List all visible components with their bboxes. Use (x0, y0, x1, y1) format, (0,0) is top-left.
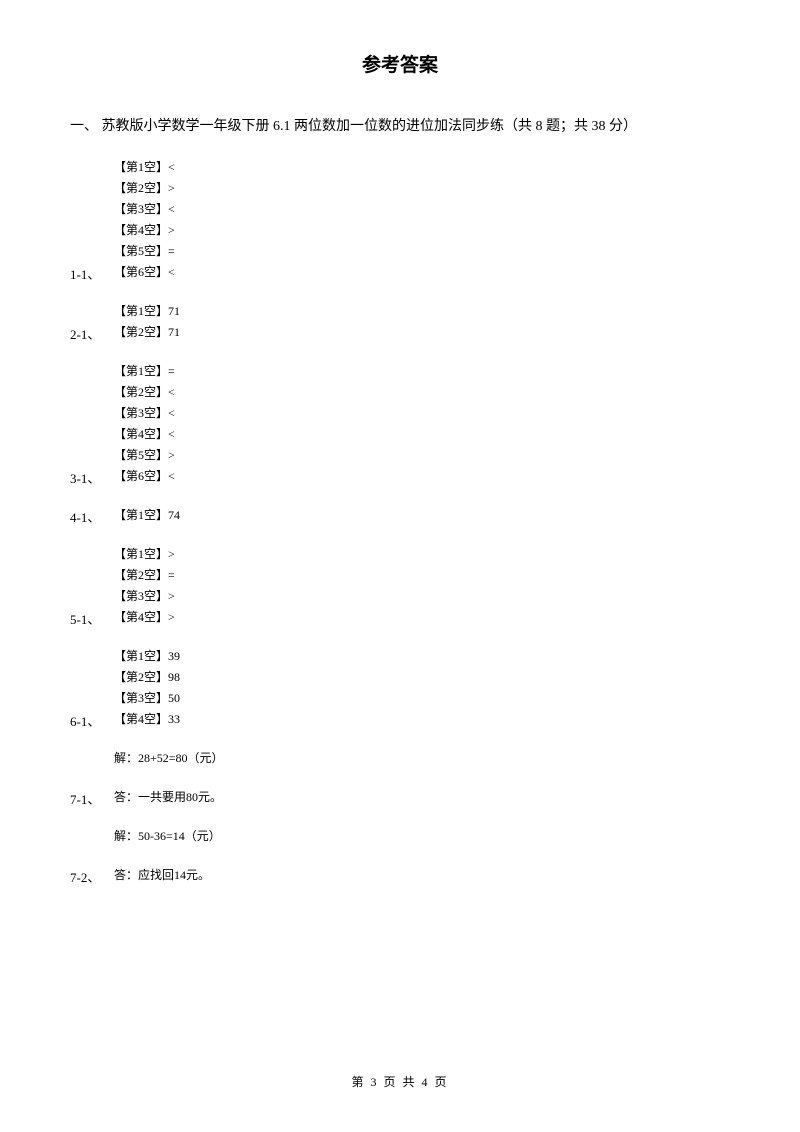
answer-item: 【第2空】= (114, 565, 800, 586)
question-7-1: 解：28+52=80（元） 7-1、 答：一共要用80元。 (70, 748, 800, 808)
answer-item: 【第1空】39 (114, 646, 800, 667)
answer-item: 【第1空】< (114, 157, 800, 178)
answer-item: 【第1空】> (114, 544, 800, 565)
answer-item: 【第2空】71 (114, 322, 180, 343)
answer-item: 【第3空】< (114, 403, 800, 424)
section-header: 一、 苏教版小学数学一年级下册 6.1 两位数加一位数的进位加法同步练（共 8 … (0, 115, 800, 157)
question-3: 【第1空】= 【第2空】< 【第3空】< 【第4空】< 【第5空】> 3-1、 … (70, 361, 800, 487)
answer-text: 答：一共要用80元。 (114, 787, 222, 808)
question-7-2: 解：50-36=14（元） 7-2、 答：应找回14元。 (70, 826, 800, 886)
answer-item: 【第4空】33 (114, 709, 180, 730)
answer-item: 【第5空】> (114, 445, 800, 466)
question-5: 【第1空】> 【第2空】= 【第3空】> 5-1、 【第4空】> (70, 544, 800, 628)
solution-text: 解：28+52=80（元） (114, 748, 800, 769)
answer-item: 【第4空】> (114, 607, 175, 628)
answer-item: 【第5空】= (114, 241, 800, 262)
answer-item: 【第2空】< (114, 382, 800, 403)
answer-item: 【第3空】> (114, 586, 800, 607)
answer-item: 【第2空】> (114, 178, 800, 199)
question-number: 3-1、 (70, 468, 114, 487)
answer-item: 【第4空】< (114, 424, 800, 445)
answer-item: 【第1空】= (114, 361, 800, 382)
question-number: 6-1、 (70, 711, 114, 730)
question-2: 【第1空】71 2-1、 【第2空】71 (70, 301, 800, 343)
page-title: 参考答案 (0, 0, 800, 115)
answer-item: 【第3空】50 (114, 688, 800, 709)
answer-item: 【第2空】98 (114, 667, 800, 688)
answer-item: 【第3空】< (114, 199, 800, 220)
solution-text: 解：50-36=14（元） (114, 826, 800, 847)
question-number: 7-1、 (70, 789, 114, 808)
question-6: 【第1空】39 【第2空】98 【第3空】50 6-1、 【第4空】33 (70, 646, 800, 730)
question-number: 2-1、 (70, 324, 114, 343)
answer-item: 【第6空】< (114, 466, 175, 487)
question-number: 1-1、 (70, 264, 114, 283)
answer-text: 答：应找回14元。 (114, 865, 210, 886)
question-number: 7-2、 (70, 867, 114, 886)
question-4: 4-1、 【第1空】74 (70, 505, 800, 526)
answer-item: 【第1空】74 (114, 505, 180, 526)
answers-content: 【第1空】< 【第2空】> 【第3空】< 【第4空】> 【第5空】= 1-1、 … (0, 157, 800, 886)
answer-item: 【第6空】< (114, 262, 175, 283)
question-number: 4-1、 (70, 507, 114, 526)
question-number: 5-1、 (70, 609, 114, 628)
answer-item: 【第4空】> (114, 220, 800, 241)
page-footer: 第 3 页 共 4 页 (0, 1073, 800, 1090)
question-1: 【第1空】< 【第2空】> 【第3空】< 【第4空】> 【第5空】= 1-1、 … (70, 157, 800, 283)
answer-item: 【第1空】71 (114, 301, 800, 322)
